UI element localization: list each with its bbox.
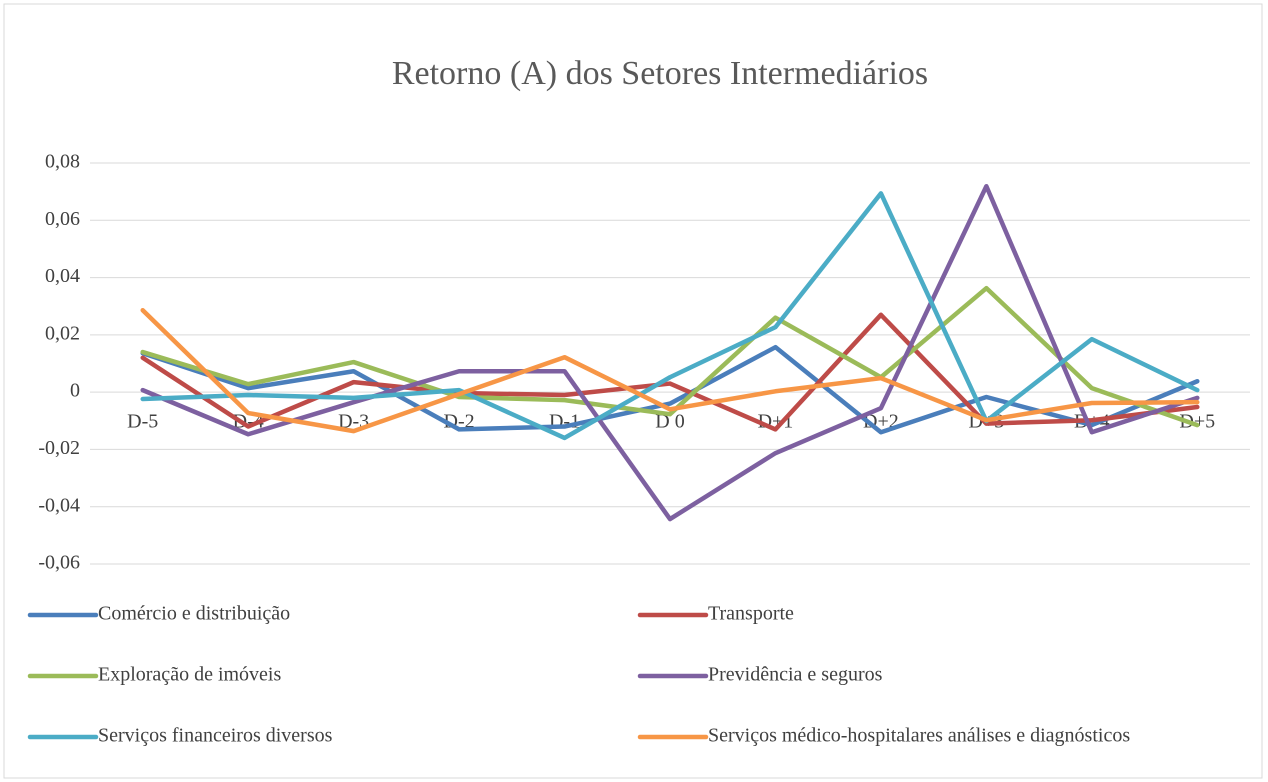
x-tick-label: D+5 — [1179, 411, 1215, 433]
y-tick-label: -0,04 — [38, 494, 80, 516]
series-line — [140, 344, 1200, 435]
y-tick-label: 0,04 — [45, 265, 80, 287]
legend-label: Serviços médico-hospitalares análises e … — [708, 725, 1130, 747]
legend-label: Transporte — [708, 603, 794, 625]
y-tick-label: 0 — [70, 380, 80, 402]
chart-title: Retorno (A) dos Setores Intermediários — [392, 55, 928, 92]
y-tick-label: 0,06 — [45, 208, 80, 230]
series-line — [140, 285, 1200, 428]
legend-label: Serviços financeiros diversos — [98, 725, 333, 747]
y-tick-label: 0,08 — [45, 151, 80, 173]
series-line — [140, 191, 1200, 441]
y-tick-label: -0,06 — [38, 552, 80, 574]
legend-label: Comércio e distribuição — [98, 603, 290, 625]
series-line — [140, 183, 1200, 522]
x-tick-label: D-5 — [127, 411, 158, 433]
series-line — [140, 307, 1200, 434]
legend-label: Exploração de imóveis — [98, 664, 281, 686]
y-tick-label: 0,02 — [45, 322, 80, 344]
legend-label: Previdência e seguros — [708, 664, 883, 686]
y-tick-label: -0,02 — [38, 437, 80, 459]
x-tick-label: D 0 — [655, 411, 684, 433]
